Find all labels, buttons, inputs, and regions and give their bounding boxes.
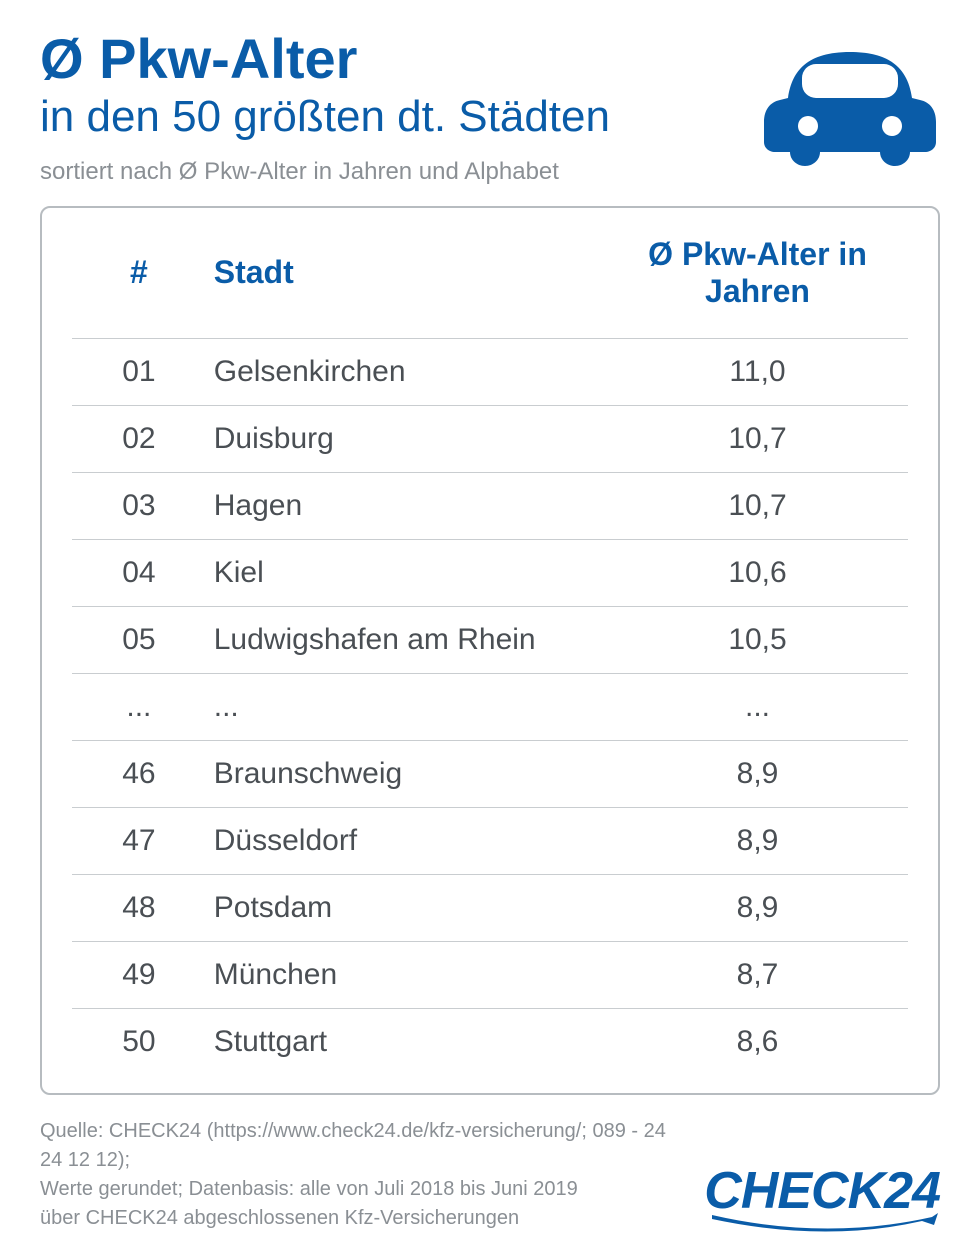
col-header-rank: # xyxy=(72,226,206,339)
car-icon xyxy=(760,30,940,170)
table-row: ......... xyxy=(72,673,908,740)
cell-rank: ... xyxy=(72,673,206,740)
header: Ø Pkw-Alter in den 50 größten dt. Städte… xyxy=(40,30,940,186)
cell-rank: 50 xyxy=(72,1008,206,1075)
cell-rank: 04 xyxy=(72,539,206,606)
cell-city: Düsseldorf xyxy=(206,807,607,874)
cell-city: Braunschweig xyxy=(206,740,607,807)
cell-rank: 49 xyxy=(72,941,206,1008)
cell-age: 10,7 xyxy=(607,472,908,539)
cell-age: 10,7 xyxy=(607,405,908,472)
table-row: 04Kiel10,6 xyxy=(72,539,908,606)
cell-age: 10,6 xyxy=(607,539,908,606)
table-header-row: # Stadt Ø Pkw-Alter in Jahren xyxy=(72,226,908,339)
cell-rank: 02 xyxy=(72,405,206,472)
table-body: 01Gelsenkirchen11,002Duisburg10,703Hagen… xyxy=(72,338,908,1075)
cell-age: ... xyxy=(607,673,908,740)
table-row: 47Düsseldorf8,9 xyxy=(72,807,908,874)
footer: Quelle: CHECK24 (https://www.check24.de/… xyxy=(40,1117,940,1233)
cell-city: Gelsenkirchen xyxy=(206,338,607,405)
cell-age: 8,7 xyxy=(607,941,908,1008)
source-line: Werte gerundet; Datenbasis: alle von Jul… xyxy=(40,1178,578,1200)
col-header-age: Ø Pkw-Alter in Jahren xyxy=(607,226,908,339)
cell-rank: 01 xyxy=(72,338,206,405)
cell-age: 10,5 xyxy=(607,606,908,673)
cell-rank: 05 xyxy=(72,606,206,673)
cell-city: Kiel xyxy=(206,539,607,606)
cell-city: München xyxy=(206,941,607,1008)
logo-text: CHECK24 xyxy=(704,1165,940,1217)
cell-city: Potsdam xyxy=(206,874,607,941)
table-row: 46Braunschweig8,9 xyxy=(72,740,908,807)
cell-rank: 46 xyxy=(72,740,206,807)
table-row: 03Hagen10,7 xyxy=(72,472,908,539)
cell-rank: 48 xyxy=(72,874,206,941)
cell-city: Stuttgart xyxy=(206,1008,607,1075)
col-header-city: Stadt xyxy=(206,226,607,339)
cell-rank: 03 xyxy=(72,472,206,539)
cell-age: 11,0 xyxy=(607,338,908,405)
cell-city: ... xyxy=(206,673,607,740)
infographic-page: Ø Pkw-Alter in den 50 größten dt. Städte… xyxy=(0,0,980,1200)
table-row: 48Potsdam8,9 xyxy=(72,874,908,941)
cell-rank: 47 xyxy=(72,807,206,874)
logo-swoosh-icon xyxy=(710,1213,940,1233)
cell-city: Hagen xyxy=(206,472,607,539)
cell-city: Ludwigshafen am Rhein xyxy=(206,606,607,673)
table-row: 49München8,7 xyxy=(72,941,908,1008)
cell-city: Duisburg xyxy=(206,405,607,472)
city-age-table: # Stadt Ø Pkw-Alter in Jahren 01Gelsenki… xyxy=(72,226,908,1075)
table-row: 05Ludwigshafen am Rhein10,5 xyxy=(72,606,908,673)
table-container: # Stadt Ø Pkw-Alter in Jahren 01Gelsenki… xyxy=(40,206,940,1095)
cell-age: 8,6 xyxy=(607,1008,908,1075)
source-line: Quelle: CHECK24 (https://www.check24.de/… xyxy=(40,1120,666,1171)
cell-age: 8,9 xyxy=(607,874,908,941)
cell-age: 8,9 xyxy=(607,740,908,807)
cell-age: 8,9 xyxy=(607,807,908,874)
check24-logo: CHECK24 xyxy=(704,1165,940,1233)
table-row: 50Stuttgart8,6 xyxy=(72,1008,908,1075)
source-line: über CHECK24 abgeschlossenen Kfz-Versich… xyxy=(40,1207,519,1229)
table-row: 01Gelsenkirchen11,0 xyxy=(72,338,908,405)
source-text: Quelle: CHECK24 (https://www.check24.de/… xyxy=(40,1117,680,1233)
table-row: 02Duisburg10,7 xyxy=(72,405,908,472)
